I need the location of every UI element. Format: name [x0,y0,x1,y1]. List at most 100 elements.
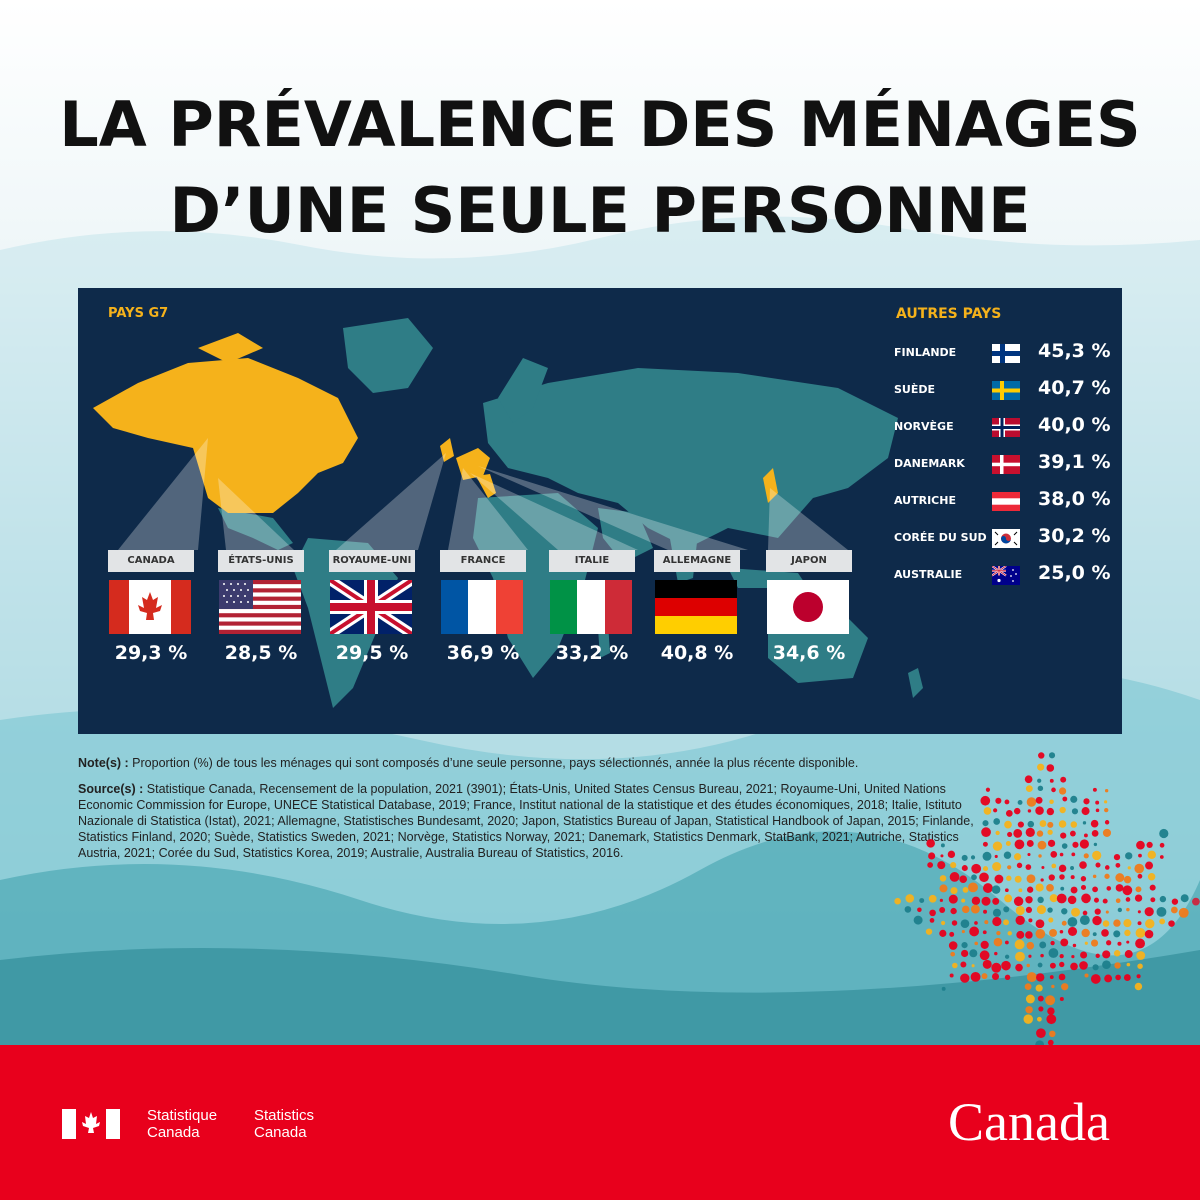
leaf-dot [1036,830,1044,837]
other-row-finland: FINLANDE 45,3 % [894,340,1122,368]
leaf-dot [952,962,958,969]
leaf-dot [992,916,1002,927]
leaf-dot [1035,919,1045,929]
leaf-dot [1041,865,1045,870]
leaf-dot [1137,921,1142,926]
leaf-dot [993,937,1003,947]
leaf-dot [1039,820,1047,827]
leaf-dot [940,843,945,848]
leaf-dot [1126,962,1131,967]
leaf-dot [1095,862,1101,868]
leaf-dot [1003,919,1010,926]
leaf-dot [1003,851,1012,859]
dept-en-line-1: Statistics [254,1107,315,1124]
leaf-dot [1072,943,1077,948]
leaf-dot [1067,917,1078,927]
notes-block: Note(s) : Proportion (%) de tous les mén… [78,755,988,871]
leaf-dot [1047,829,1053,835]
leaf-dot [1094,908,1101,915]
leaf-dot [1003,906,1010,913]
leaf-dot [939,884,948,893]
leaf-dot [1079,839,1089,849]
leaf-dot [1070,795,1078,803]
leaf-dot [1038,854,1042,858]
other-value: 40,7 % [1038,377,1111,399]
leaf-dot [1079,915,1090,926]
leaf-dot [960,961,967,968]
leaf-dot [949,931,955,937]
g7-label: ITALIE [549,550,635,572]
leaf-dot [1004,940,1009,945]
leaf-dot [1005,809,1013,817]
leaf-dot [940,920,946,926]
leaf-dot [1038,752,1045,759]
leaf-dot [1013,896,1024,907]
leaf-dot [962,887,969,893]
leaf-dot [1115,898,1121,904]
leaf-dot [1007,831,1013,837]
leaf-dot [1026,797,1037,807]
leaf-dot [984,920,989,925]
leaf-dot [980,940,989,949]
leaf-dot [1040,878,1044,882]
leaf-dot [1049,975,1054,979]
leaf-dot [939,907,946,913]
leaf-dot [995,830,1000,836]
leaf-dot [1048,752,1056,759]
leaf-dot [1049,1030,1056,1038]
leaf-dot [1059,874,1065,880]
leaf-dot [1026,941,1035,950]
leaf-dot [1024,775,1033,784]
leaf-dot [1058,787,1067,795]
leaf-dot [1059,953,1064,959]
leaf-dot [1134,894,1143,902]
leaf-dot [1115,974,1121,981]
other-label: DANEMARK [894,457,965,470]
leaf-dot [995,797,1002,804]
leaf-dot [1050,940,1055,946]
leaf-dot [1025,827,1035,837]
leaf-dot [947,850,956,859]
g7-heading: PAYS G7 [108,306,169,321]
leaf-dot [913,915,923,925]
leaf-dot [1004,974,1011,980]
title-line-1: LA PRÉVALENCE DES MÉNAGES [59,88,1141,161]
leaf-dot [1079,861,1087,869]
source-label: Source(s) : [78,782,144,796]
leaf-dot [1059,961,1065,968]
leaf-dot [1061,920,1067,926]
leaf-dot [1070,866,1075,870]
dotted-maple-leaf-decoration [894,752,1200,1045]
leaf-dot [992,897,1000,905]
leaf-dot [1040,953,1044,958]
usa-flag-icon [219,580,301,634]
leaf-dot [992,861,1002,872]
leaf-dot [904,906,912,913]
g7-value: 33,2 % [555,642,629,664]
leaf-dot [1149,884,1156,891]
leaf-dot [1004,799,1010,805]
leaf-dot [1113,950,1121,957]
g7-value: 34,6 % [772,642,846,664]
leaf-dot [991,885,1001,894]
leaf-dot [1125,897,1131,902]
leaf-dot [1102,920,1110,927]
leaf-dot [1080,876,1087,882]
other-label: CORÉE DU SUD [894,531,987,544]
south-korea-flag-icon [992,529,1020,548]
leaf-dot [1122,885,1133,896]
leaf-dot [960,973,970,983]
other-value: 45,3 % [1038,340,1111,362]
leaf-dot [1137,910,1141,914]
leaf-dot [1134,982,1143,991]
leaf-dot [991,962,1002,973]
leaf-dot [1004,954,1010,959]
leaf-dot [1038,1006,1044,1012]
leaf-dot [1048,917,1054,923]
other-label: NORVÈGE [894,420,954,433]
leaf-dot [1059,852,1064,857]
leaf-dot [1091,830,1099,837]
leaf-dot [961,898,966,903]
leaf-dot [1104,974,1113,983]
leaf-dot [1046,883,1054,892]
